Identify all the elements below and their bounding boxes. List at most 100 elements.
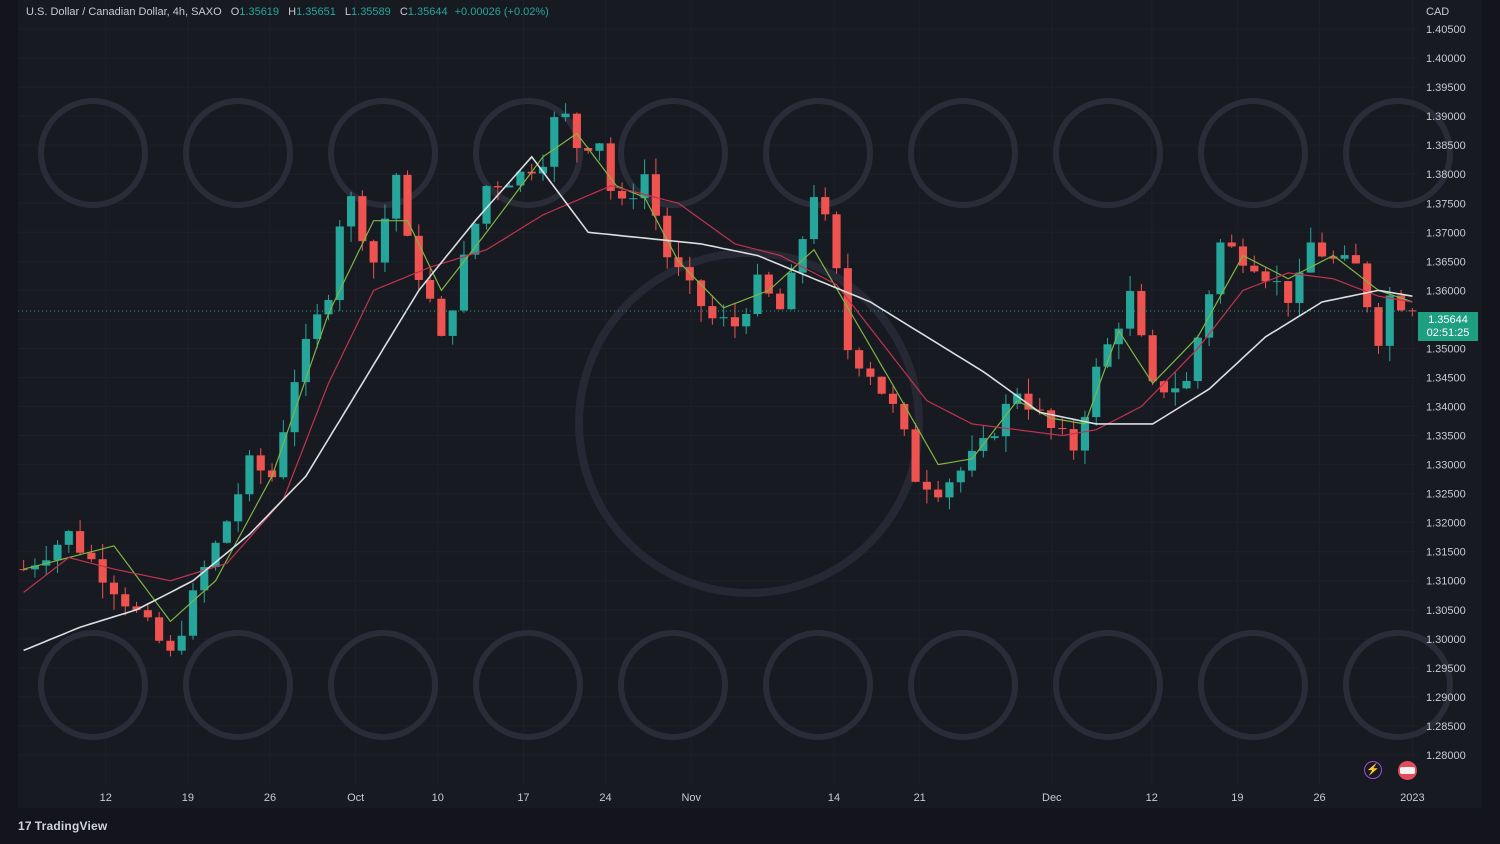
candle-body (1306, 242, 1315, 273)
last-price-tag: 1.35644 02:51:25 (1418, 312, 1478, 341)
candle-body (222, 521, 231, 543)
candle-body (1317, 242, 1327, 257)
candle-body (697, 280, 706, 307)
watermark-seal (1053, 630, 1163, 740)
candle-body (132, 606, 141, 611)
candle-body (234, 494, 243, 522)
low-value: 1.35589 (351, 6, 391, 18)
candle-body (1408, 310, 1417, 312)
candle-body (572, 113, 581, 149)
candle-body (821, 197, 830, 215)
candle-body (267, 470, 277, 478)
candle-body (798, 239, 807, 273)
candle-body (1159, 381, 1169, 393)
candle-body (663, 215, 672, 258)
candle-body (369, 241, 378, 263)
price-tick-label: 1.29500 (1426, 663, 1466, 675)
price-axis[interactable]: 1.40500 1.40000 1.39500 1.39000 1.38500 1.380… (1426, 24, 1466, 762)
time-tick-label: 24 (599, 792, 611, 804)
candle-body (347, 196, 356, 227)
candle-body (87, 552, 96, 560)
candle-body (1103, 344, 1112, 367)
watermark-seal (763, 630, 873, 740)
symbol-title[interactable]: U.S. Dollar / Canadian Dollar, 4h, SAXO (26, 6, 222, 18)
candle-body (1024, 393, 1033, 410)
watermark-seal (1343, 98, 1453, 208)
candle-body (279, 432, 288, 478)
candle-body (493, 186, 502, 188)
candle-body (358, 196, 367, 242)
candle-body (380, 218, 389, 263)
candle-body (742, 314, 751, 327)
candle-body (1397, 295, 1406, 311)
candle-body (143, 610, 152, 618)
watermark-seal (908, 630, 1018, 740)
time-tick-label: 14 (828, 792, 840, 804)
candle-body (606, 143, 615, 191)
price-tick-label: 1.33500 (1426, 431, 1466, 443)
watermark-seal (618, 98, 728, 208)
candle-body (1171, 388, 1180, 393)
candle-body (719, 317, 728, 319)
time-axis-band (18, 784, 1482, 808)
watermark-seal (618, 630, 728, 740)
candle-body (888, 393, 898, 404)
candle-body (403, 174, 412, 236)
price-tick-label: 1.32000 (1426, 518, 1466, 530)
price-tick-label: 1.37500 (1426, 198, 1466, 210)
price-tick-label: 1.36000 (1426, 285, 1466, 297)
candle-body (290, 382, 299, 433)
candle-body (1295, 272, 1304, 303)
candle-body (76, 531, 85, 553)
time-axis[interactable]: 12 19 26 Oct 10 17 24 Nov 14 21 Dec 12 19 26 2023 (100, 792, 1425, 804)
candle-body (1374, 307, 1383, 346)
candle-body (855, 350, 864, 369)
candle-body (945, 482, 954, 498)
price-tick-label: 1.32500 (1426, 489, 1466, 501)
candle-body (155, 617, 164, 641)
candle-body (764, 274, 773, 294)
candle-body (1058, 428, 1067, 430)
candle-body (109, 582, 119, 595)
candle-body (617, 190, 627, 199)
candle-body (674, 257, 683, 268)
time-tick-label: 2023 (1400, 792, 1424, 804)
candle-body (1193, 337, 1202, 381)
candle-body (967, 450, 977, 471)
symbol-legend[interactable]: U.S. Dollar / Canadian Dollar, 4h, SAXO … (26, 6, 549, 18)
price-tick-label: 1.30000 (1426, 634, 1466, 646)
price-tick-label: 1.34000 (1426, 402, 1466, 414)
candle-body (459, 254, 469, 311)
us-flag-icon[interactable] (1398, 761, 1417, 780)
candle-body (471, 223, 480, 255)
price-tick-label: 1.30500 (1426, 605, 1466, 617)
plot-area (18, 0, 1418, 784)
watermark-seal (908, 98, 1018, 208)
time-tick-label: 12 (100, 792, 112, 804)
candle-body (1114, 328, 1123, 345)
watermark-seal (1343, 630, 1453, 740)
time-tick-label: 21 (914, 792, 926, 804)
bolt-icon[interactable]: ⚡ (1364, 761, 1382, 779)
tradingview-logo[interactable]: 17 TradingView (18, 819, 107, 833)
candle-body (922, 481, 931, 490)
candle-body (437, 298, 446, 336)
watermark-seal (183, 98, 293, 208)
candle-body (335, 226, 344, 301)
candle-body (177, 635, 186, 651)
candle-body (448, 310, 457, 336)
high-value: 1.35651 (296, 6, 336, 18)
price-tick-label: 1.29000 (1426, 692, 1466, 704)
watermark-seal (1053, 98, 1163, 208)
candle-body (1013, 393, 1022, 404)
currency-label[interactable]: CAD (1426, 6, 1450, 18)
candle-body (482, 186, 491, 224)
candle-body (538, 166, 548, 174)
candle-body (313, 314, 322, 339)
candle-body (776, 293, 785, 310)
price-tick-label: 1.38000 (1426, 169, 1466, 181)
watermark-seal (473, 630, 583, 740)
time-tick-label: Dec (1042, 792, 1062, 804)
